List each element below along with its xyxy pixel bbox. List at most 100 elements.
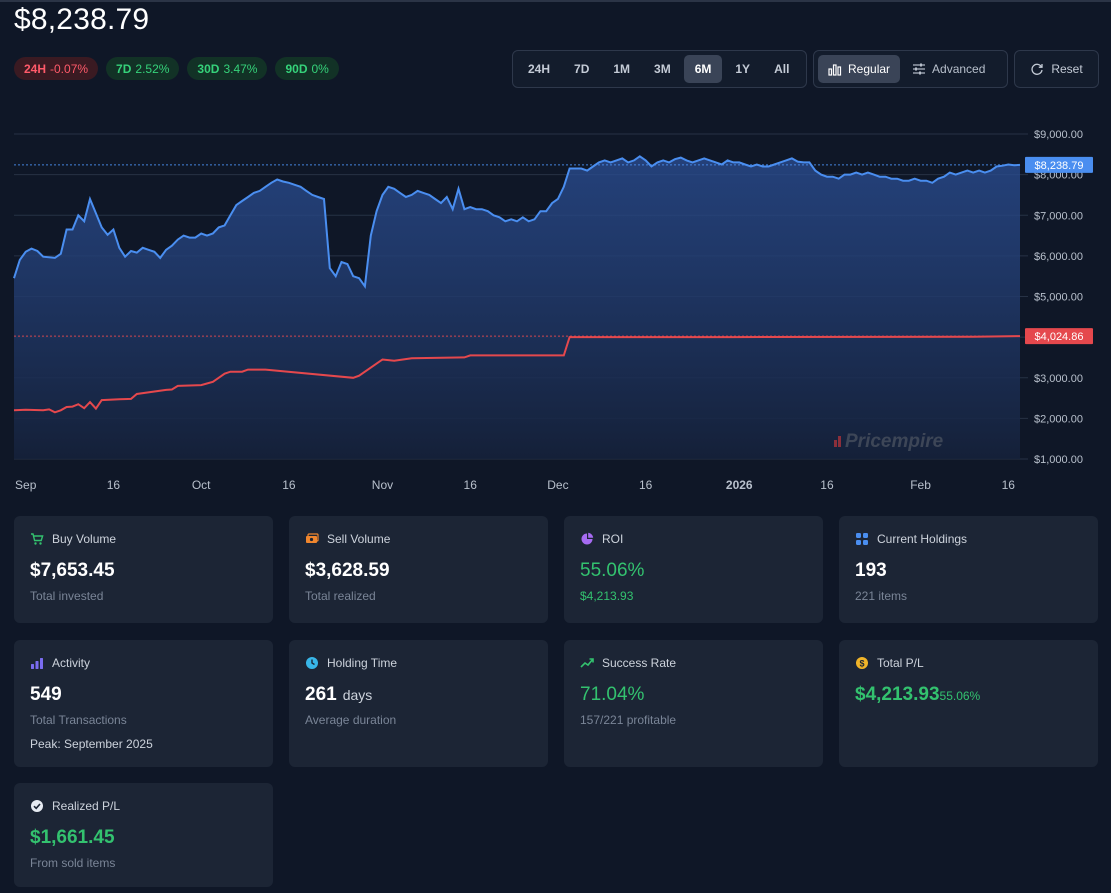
- x-tick-label: 2026: [726, 478, 753, 492]
- change-badge-90d: 90D 0%: [275, 57, 339, 80]
- x-tick-label: 16: [282, 478, 296, 492]
- y-tick-label: $7,000.00: [1034, 210, 1083, 222]
- card-value: 261: [305, 684, 337, 705]
- reset-button[interactable]: Reset: [1014, 50, 1099, 88]
- buy-volume-card: Buy Volume $7,653.45 Total invested: [14, 516, 273, 623]
- range-24h-button[interactable]: 24H: [528, 62, 551, 76]
- sell-volume-card: Sell Volume $3,628.59 Total realized: [289, 516, 548, 623]
- watermark: Pricempire: [834, 431, 944, 452]
- x-tick-label: 16: [639, 478, 653, 492]
- regular-mode-label: Regular: [848, 62, 891, 76]
- series-line-value: [13, 155, 1021, 289]
- card-value: 71.04%: [580, 684, 645, 705]
- x-tick-label: Dec: [547, 478, 568, 492]
- card-subtitle: $4,213.93: [580, 589, 634, 603]
- card-unit: days: [342, 687, 373, 703]
- card-title: Realized P/L: [52, 799, 121, 813]
- mode-selector: Regular Advanced: [813, 50, 1008, 88]
- last-value-badge-bg: [1025, 328, 1093, 345]
- sliders-icon: [913, 63, 926, 75]
- last-value-badge-value: $8,238.79: [1035, 160, 1084, 172]
- card-value: $3,628.59: [305, 560, 390, 581]
- card-value: $4,213.93: [855, 684, 940, 705]
- card-value: 549: [30, 684, 62, 705]
- bar-chart-icon: [828, 64, 842, 76]
- card-value: $7,653.45: [30, 560, 115, 581]
- x-axis-ticks: Sep 16 Oct 16 Nov 16 Dec 16 2026 16 Feb 16: [15, 478, 1015, 492]
- holdings-card: Current Holdings 193 221 items: [839, 516, 1098, 623]
- pie-icon: [581, 532, 594, 545]
- y-tick-label: $3,000.00: [1034, 373, 1083, 385]
- realized-pl-card: Realized P/L $1,661.45 From sold items: [14, 783, 273, 887]
- top-divider: [0, 0, 1111, 2]
- last-value-badge-invested: $4,024.86: [1035, 331, 1084, 343]
- range-3m-button[interactable]: 3M: [654, 62, 671, 76]
- cash-icon: [306, 533, 319, 543]
- holding-time-card: Holding Time 261 days Average duration: [289, 640, 548, 767]
- grid-icon: [856, 533, 868, 545]
- card-peak: Peak: September 2025: [30, 737, 153, 751]
- card-subtitle: Total realized: [305, 589, 376, 603]
- advanced-mode-button[interactable]: Advanced: [902, 55, 995, 83]
- card-title: Total P/L: [877, 656, 924, 670]
- card-title: ROI: [602, 532, 624, 546]
- card-value: $1,661.45: [30, 827, 115, 848]
- reset-label: Reset: [1051, 62, 1083, 76]
- card-subtitle: Total Transactions: [30, 713, 127, 727]
- advanced-mode-label: Advanced: [932, 62, 986, 76]
- roi-card: ROI 55.06% $4,213.93: [564, 516, 823, 623]
- y-tick-label: $2,000.00: [1034, 413, 1083, 425]
- x-tick-label: Sep: [15, 478, 37, 492]
- svg-text:$: $: [859, 658, 864, 668]
- portfolio-value: $8,238.79: [14, 3, 150, 36]
- watermark-logo-bar: [834, 440, 837, 447]
- range-6m-button[interactable]: 6M: [683, 55, 723, 83]
- portfolio-chart[interactable]: $9,000.00$8,000.00$7,000.00$6,000.00$5,0…: [0, 115, 1111, 500]
- series-line-invested: [13, 335, 1021, 414]
- card-subtitle: 157/221 profitable: [580, 713, 677, 727]
- last-value-badge-bg: [1025, 156, 1093, 173]
- y-tick-label: $5,000.00: [1034, 292, 1083, 304]
- y-axis-ticks: $9,000.00$8,000.00$7,000.00$6,000.00$5,0…: [1034, 129, 1083, 466]
- change-badges: 24H -0.07% 7D 2.52% 30D 3.47% 90D 0%: [14, 57, 339, 80]
- x-tick-label: Oct: [192, 478, 211, 492]
- card-percent: 55.06%: [939, 689, 981, 703]
- card-title: Holding Time: [327, 656, 398, 670]
- change-badge-7d: 7D 2.52%: [106, 57, 180, 80]
- card-subtitle: Average duration: [305, 713, 397, 727]
- x-tick-label: Nov: [372, 478, 393, 492]
- trend-up-icon: [580, 658, 594, 668]
- x-tick-label: 16: [464, 478, 478, 492]
- x-tick-label: 16: [107, 478, 121, 492]
- range-7d-button[interactable]: 7D: [574, 62, 590, 76]
- value-area-fill: [14, 156, 1020, 460]
- y-tick-label: $1,000.00: [1034, 454, 1083, 466]
- card-value: 55.06%: [580, 560, 645, 581]
- card-subtitle: 221 items: [855, 589, 908, 603]
- x-tick-label: 16: [820, 478, 834, 492]
- range-selector: 24H 7D 1M 3M 6M 1Y All: [512, 50, 807, 88]
- card-value: 193: [855, 560, 887, 581]
- card-title: Current Holdings: [877, 532, 968, 546]
- range-1y-button[interactable]: 1Y: [735, 62, 751, 76]
- card-title: Activity: [52, 656, 91, 670]
- range-1m-button[interactable]: 1M: [613, 62, 631, 76]
- change-badge-30d: 30D 3.47%: [187, 57, 268, 80]
- card-title: Success Rate: [602, 656, 677, 670]
- last-value-badges: $8,238.79 $4,024.86: [1025, 156, 1093, 345]
- bars-icon: [31, 658, 43, 669]
- regular-mode-button[interactable]: Regular: [818, 55, 901, 83]
- refresh-icon: [1031, 63, 1043, 75]
- watermark-logo-bar: [838, 436, 841, 447]
- range-all-button[interactable]: All: [774, 62, 790, 76]
- cart-icon: [31, 533, 44, 545]
- activity-card: Activity 549 Total Transactions Peak: Se…: [14, 640, 273, 767]
- y-tick-label: $9,000.00: [1034, 129, 1083, 141]
- check-circle-icon: [31, 800, 43, 812]
- card-title: Buy Volume: [52, 532, 117, 546]
- dollar-coin-icon: $: [856, 657, 868, 669]
- x-tick-label: Feb: [910, 478, 931, 492]
- change-badge-24h: 24H -0.07%: [14, 57, 99, 80]
- x-tick-label: 16: [1002, 478, 1016, 492]
- card-title: Sell Volume: [327, 532, 391, 546]
